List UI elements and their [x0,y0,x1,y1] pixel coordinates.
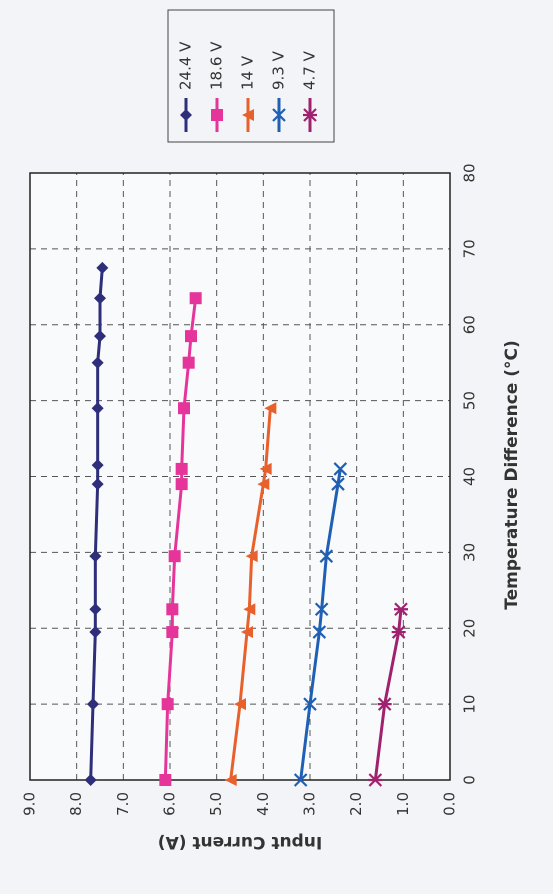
x-tick-label: 20 [461,619,479,638]
x-axis-title: Temperature Difference (°C) [502,340,522,610]
x-tick-label: 60 [461,315,479,334]
marker [312,625,327,639]
marker [243,603,256,616]
legend-marker [242,109,254,121]
legend-label: 4.7 V [301,50,319,90]
marker [175,478,188,491]
marker [91,356,104,369]
marker [293,773,308,787]
marker [394,602,408,617]
marker [161,698,174,711]
legend-marker [180,109,192,121]
x-tick-label: 0 [461,775,479,785]
marker [91,459,104,472]
y-axis-title: Input Current (A) [158,832,322,852]
legend-label: 9.3 V [270,50,288,90]
marker [91,402,104,415]
y-tick-label: 8.0 [67,792,85,816]
marker [166,626,179,639]
x-tick-label: 70 [461,239,479,258]
marker [96,261,109,274]
marker [368,773,383,787]
marker [94,292,106,305]
marker [259,462,272,475]
series-line [373,609,403,781]
marker [182,356,195,369]
marker [189,292,202,305]
legend-marker [303,108,317,122]
y-tick-label: 3.0 [301,792,319,816]
marker [168,550,181,563]
y-tick-label: 1.0 [394,792,412,816]
x-tick-label: 40 [461,467,479,486]
marker [159,774,172,786]
y-tick-label: 6.0 [161,792,179,816]
y-tick-label: 4.0 [254,792,272,816]
x-tick-label: 30 [461,543,479,562]
plot-frame [29,172,451,781]
rotated-chart: Temperature Difference (°C) Input Curren… [21,9,522,852]
y-tick-label: 5.0 [207,792,225,816]
x-tick-label: 80 [461,163,479,182]
y-tick-label: 9.0 [21,792,39,816]
marker [257,478,270,491]
x-tick-label: 10 [461,695,479,714]
marker [84,774,97,786]
marker [175,462,188,475]
legend-marker [211,109,223,121]
series-line [89,267,104,781]
marker [377,697,392,711]
marker [178,402,190,415]
legend-label: 14 V [239,55,257,90]
marker [241,626,253,639]
marker [314,602,329,617]
marker [303,697,317,711]
marker [87,698,99,711]
y-tick-label: 0.0 [441,792,459,816]
marker [89,550,102,563]
marker [245,550,258,563]
legend-box [167,9,335,143]
marker [264,402,277,415]
marker [89,603,102,616]
y-tick-label: 7.0 [114,792,132,816]
x-tick-label: 50 [461,391,479,410]
legend-label: 24.4 V [177,41,195,90]
marker [166,603,179,616]
marker [391,625,406,639]
marker [234,698,246,711]
marker [185,330,197,343]
marker [224,774,237,786]
y-tick-label: 2.0 [347,792,365,816]
marker [331,477,345,491]
marker [319,549,334,563]
marker [91,478,104,491]
marker [333,462,348,476]
legend-marker [272,108,286,122]
marker [94,330,106,343]
legend-label: 18.6 V [208,41,226,90]
